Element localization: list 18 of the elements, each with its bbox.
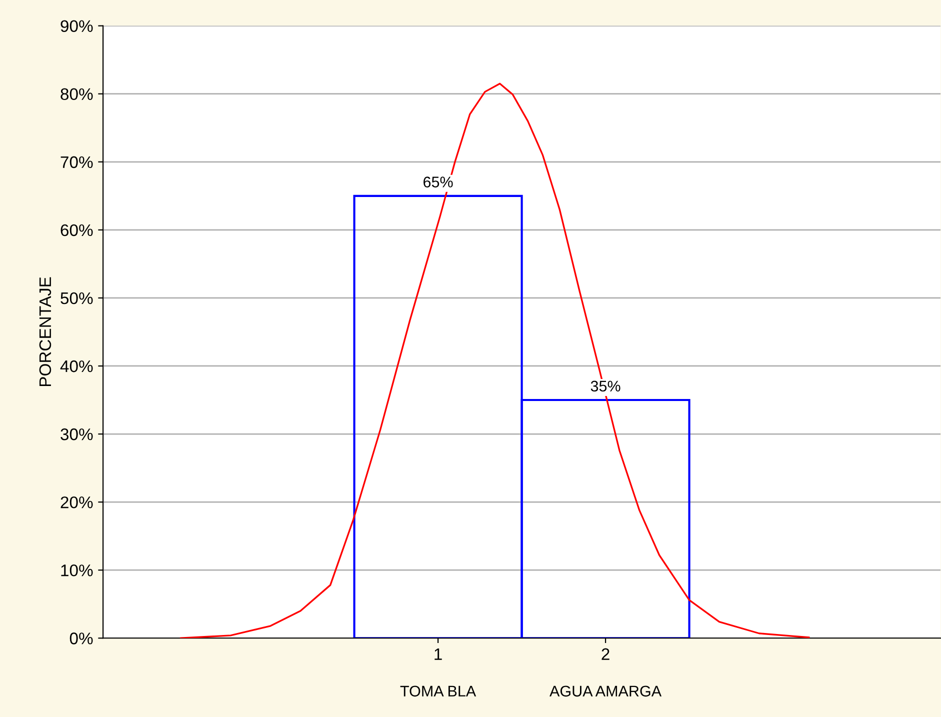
data-label: 35%	[590, 380, 620, 392]
y-tick-label: 70%	[60, 156, 93, 168]
y-tick-label: 90%	[60, 20, 93, 32]
y-tick-label: 0%	[70, 632, 93, 644]
y-tick-label: 40%	[60, 360, 93, 372]
line-series	[180, 82, 810, 638]
x-tick-label: 2	[602, 648, 610, 660]
text: AGUA AMARGA	[550, 686, 662, 697]
y-tick-label: 20%	[60, 496, 93, 508]
y-tick-label: 50%	[60, 292, 93, 304]
text: TOMA BLA	[400, 686, 476, 697]
y-tick-label: 30%	[60, 428, 93, 440]
data-label: 65%	[424, 176, 453, 188]
y-tick-label: 10%	[61, 564, 93, 576]
y-axis-title: PORCENTAJE	[39, 277, 52, 386]
x-tick-label: 1	[434, 648, 442, 660]
y-tick-label: 80%	[60, 88, 93, 100]
y-tick-label: 60%	[60, 224, 93, 236]
